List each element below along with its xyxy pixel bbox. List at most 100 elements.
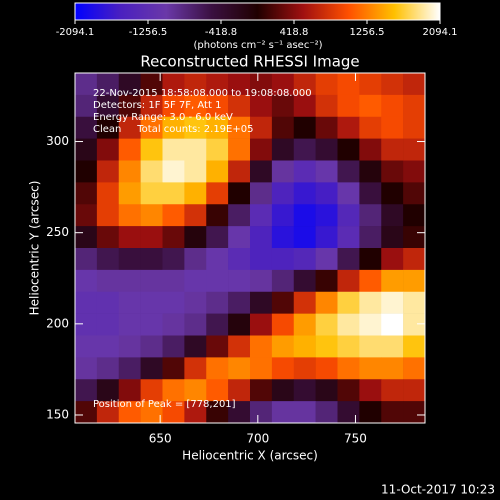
heatmap-cell: [75, 269, 98, 293]
heatmap-cell: [162, 160, 185, 183]
heatmap-cell: [162, 269, 185, 293]
heatmap-cell: [315, 291, 338, 314]
heatmap-cell: [118, 291, 141, 314]
heatmap-cell: [271, 401, 295, 424]
heatmap-cell: [118, 379, 141, 402]
heatmap-cell: [96, 379, 120, 402]
heatmap-cell: [184, 357, 207, 380]
heatmap-cell: [381, 335, 404, 358]
heatmap-cell: [250, 248, 273, 271]
heatmap-cell: [315, 226, 338, 249]
heatmap-cell: [293, 160, 316, 183]
heatmap-cell: [315, 160, 338, 183]
heatmap-cell: [96, 335, 120, 358]
heatmap-cell: [140, 291, 163, 314]
heatmap-cell: [118, 357, 141, 380]
heatmap-cell: [337, 401, 360, 424]
heatmap-cell: [162, 379, 185, 402]
heatmap-cell: [359, 379, 382, 402]
heatmap-cell: [75, 94, 98, 118]
heatmap-cell: [184, 379, 207, 402]
heatmap-cell: [206, 379, 229, 402]
annotation: 22-Nov-2015 18:58:08.000 to 19:08:08.000: [93, 88, 312, 99]
heatmap-cell: [337, 73, 360, 96]
heatmap-cell: [118, 138, 141, 161]
heatmap-cell: [118, 160, 141, 183]
heatmap-cell: [293, 116, 316, 139]
heatmap-cell: [403, 116, 426, 139]
heatmap-cell: [96, 160, 120, 183]
heatmap-cell: [228, 291, 251, 314]
heatmap-cell: [359, 138, 382, 161]
heatmap-cell: [315, 401, 338, 424]
heatmap-cell: [250, 357, 273, 380]
heatmap-cell: [184, 94, 207, 118]
heatmap-cell: [118, 401, 141, 424]
heatmap-cell: [381, 379, 404, 402]
heatmap-cell: [337, 138, 360, 161]
heatmap-cell: [96, 248, 120, 271]
heatmap-cell: [228, 379, 251, 402]
heatmap: [75, 73, 426, 424]
heatmap-cell: [75, 313, 98, 336]
heatmap-cell: [315, 73, 338, 96]
heatmap-cell: [315, 335, 338, 358]
heatmap-cell: [75, 73, 98, 96]
x-tick-label: 650: [149, 432, 172, 446]
heatmap-cell: [250, 291, 273, 314]
heatmap-cell: [228, 116, 251, 139]
heatmap-cell: [162, 138, 185, 161]
heatmap-cell: [359, 226, 382, 249]
heatmap-cell: [271, 226, 295, 249]
heatmap-cell: [359, 401, 382, 424]
heatmap-cell: [75, 182, 98, 205]
heatmap-cell: [315, 138, 338, 161]
heatmap-cell: [271, 138, 295, 161]
heatmap-cell: [228, 313, 251, 336]
heatmap-cell: [381, 313, 404, 336]
heatmap-cell: [403, 379, 426, 402]
heatmap-cell: [381, 269, 404, 293]
y-tick-label: 300: [46, 134, 69, 148]
heatmap-cell: [337, 269, 360, 293]
heatmap-cell: [184, 335, 207, 358]
heatmap-cell: [381, 248, 404, 271]
heatmap-cell: [315, 116, 338, 139]
heatmap-cell: [381, 226, 404, 249]
heatmap-cell: [359, 182, 382, 205]
heatmap-cell: [162, 335, 185, 358]
heatmap-cell: [140, 269, 163, 293]
heatmap-cell: [271, 204, 295, 227]
heatmap-cell: [96, 94, 120, 118]
heatmap-cell: [206, 204, 229, 227]
heatmap-cell: [228, 182, 251, 205]
heatmap-cell: [403, 138, 426, 161]
heatmap-cell: [271, 269, 295, 293]
heatmap-cell: [271, 248, 295, 271]
heatmap-cell: [250, 138, 273, 161]
heatmap-cell: [271, 160, 295, 183]
heatmap-cell: [315, 204, 338, 227]
heatmap-cell: [228, 73, 251, 96]
heatmap-cell: [250, 379, 273, 402]
heatmap-cell: [75, 226, 98, 249]
annotation: Detectors: 1F 5F 7F, Att 1: [93, 100, 221, 111]
heatmap-cell: [381, 291, 404, 314]
heatmap-cell: [162, 291, 185, 314]
heatmap-cell: [75, 379, 98, 402]
heatmap-cell: [184, 73, 207, 96]
heatmap-cell: [75, 116, 98, 139]
heatmap-cell: [250, 204, 273, 227]
heatmap-cell: [228, 335, 251, 358]
heatmap-cell: [118, 269, 141, 293]
heatmap-cell: [184, 248, 207, 271]
heatmap-cell: [162, 116, 185, 139]
heatmap-cell: [250, 116, 273, 139]
heatmap-cell: [162, 204, 185, 227]
heatmap-cell: [403, 182, 426, 205]
heatmap-cell: [118, 335, 141, 358]
colorbar-tick-label: -1256.5: [129, 27, 168, 38]
heatmap-cell: [381, 138, 404, 161]
heatmap-cell: [140, 313, 163, 336]
heatmap-cell: [315, 313, 338, 336]
